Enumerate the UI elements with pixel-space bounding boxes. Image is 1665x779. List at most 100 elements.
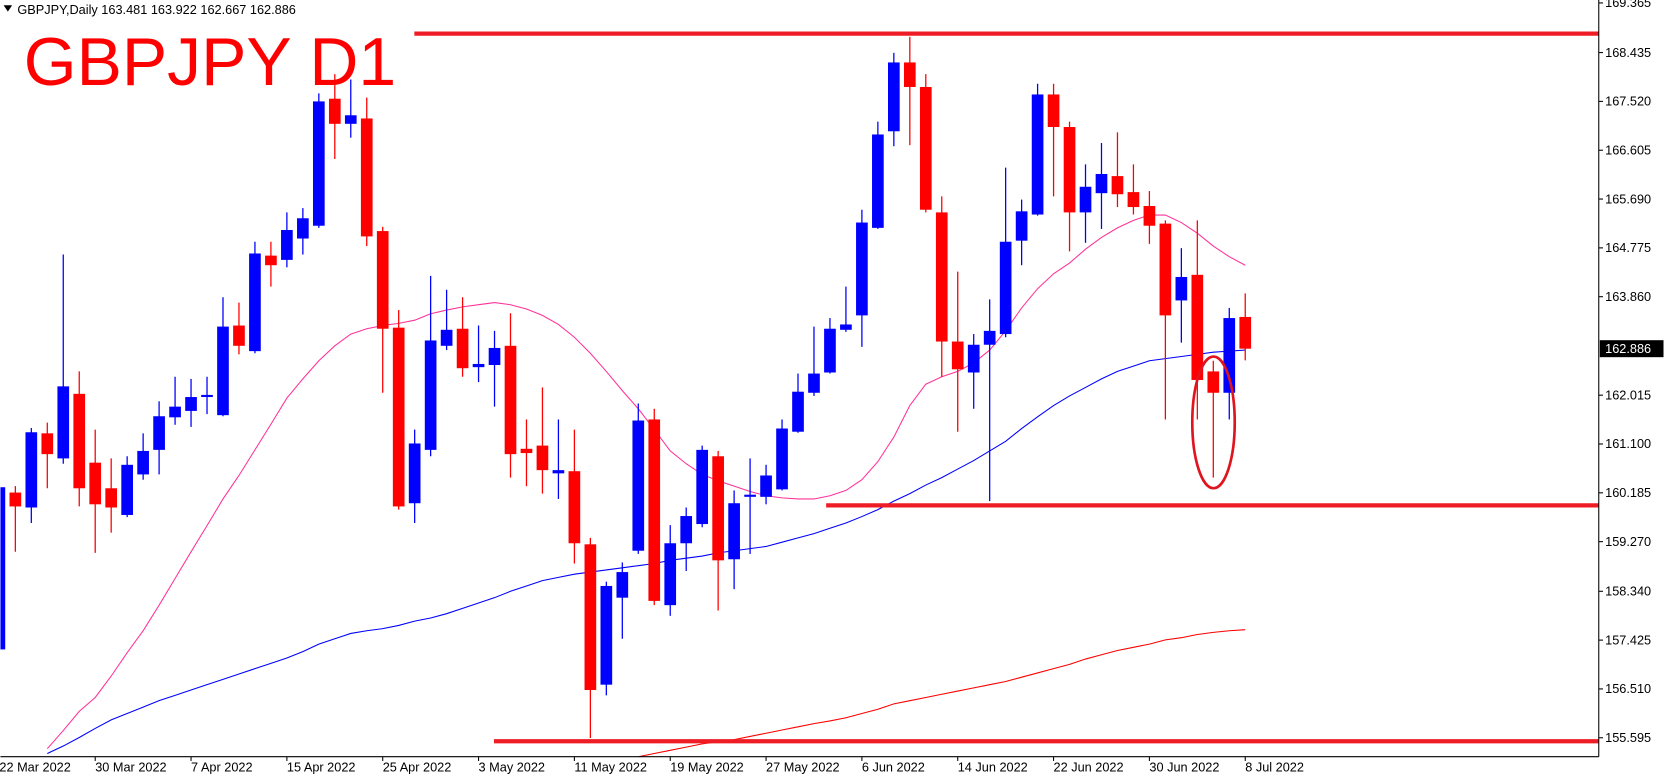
candle-body <box>872 134 884 228</box>
candle-body <box>504 345 517 455</box>
candle-body <box>760 475 772 497</box>
x-tick-label: 30 Jun 2022 <box>1149 760 1219 775</box>
candle-body <box>89 462 102 505</box>
candle-body <box>808 373 820 393</box>
y-tick-label: 167.520 <box>1605 94 1651 109</box>
candle-body <box>25 432 38 508</box>
y-tick-label: 157.425 <box>1605 632 1651 647</box>
candle-body <box>153 416 165 450</box>
candle-body <box>680 516 693 544</box>
candle-body <box>185 397 197 411</box>
x-tick-label: 11 May 2022 <box>574 760 647 775</box>
candle-body <box>392 327 405 507</box>
candle-body <box>1015 211 1028 241</box>
header-open: 163.481 <box>101 2 147 17</box>
candle-body <box>488 347 501 366</box>
candle-body <box>456 328 469 369</box>
x-tick-label: 8 Jul 2022 <box>1245 760 1304 775</box>
candle-body <box>664 543 677 606</box>
candle-body <box>1191 274 1204 380</box>
x-tick-label: 14 Jun 2022 <box>958 760 1028 775</box>
candle-body <box>600 585 613 685</box>
y-tick-label: 164.775 <box>1605 240 1651 255</box>
candle-body <box>376 231 389 329</box>
x-tick-label: 22 Mar 2022 <box>0 760 71 775</box>
moving-average-line <box>638 629 1246 757</box>
moving-average-line <box>47 349 1246 754</box>
candle-body <box>728 503 740 560</box>
candle-body <box>312 101 325 226</box>
candle-body <box>217 326 229 416</box>
candle-body <box>983 330 996 345</box>
candle-body <box>360 118 373 237</box>
candle-body <box>967 344 980 373</box>
candle-body <box>999 241 1012 335</box>
y-tick-label: 155.595 <box>1605 730 1651 745</box>
candle-body <box>9 492 22 507</box>
candle-body <box>648 419 661 601</box>
candle-body <box>73 393 86 489</box>
candle-body <box>1239 316 1252 349</box>
collapse-triangle[interactable] <box>3 5 13 12</box>
x-tick-label: 19 May 2022 <box>670 760 744 775</box>
symbol-header: GBPJPY,Daily 163.481 163.922 162.667 162… <box>17 2 295 17</box>
symbol-label: GBPJPY,Daily <box>17 2 98 17</box>
candle-body <box>888 62 900 132</box>
candle-body <box>0 487 6 650</box>
candle-body <box>824 328 836 373</box>
y-tick-label: 165.690 <box>1605 191 1651 206</box>
candle-body <box>536 445 549 471</box>
candle-body <box>41 433 54 455</box>
candle-body <box>935 212 948 342</box>
candle-body <box>1223 318 1236 393</box>
x-tick-label: 7 Apr 2022 <box>191 760 253 775</box>
candle-body <box>1095 173 1108 194</box>
candle-body <box>265 255 277 266</box>
chart-annotation: GBPJPY D1 <box>24 25 396 100</box>
candle-body <box>792 391 804 432</box>
highlight-ellipse <box>1190 355 1237 490</box>
candle-body <box>408 443 421 504</box>
x-tick-label: 3 May 2022 <box>479 760 545 775</box>
candle-body <box>856 222 868 316</box>
candle-body <box>201 394 213 398</box>
candle-body <box>520 448 533 454</box>
candle-body <box>632 420 645 551</box>
candle-body <box>281 230 293 260</box>
y-tick-label: 166.605 <box>1605 142 1651 157</box>
x-tick-label: 22 Jun 2022 <box>1054 760 1124 775</box>
candle-body <box>1079 186 1092 213</box>
candle-body <box>233 325 245 346</box>
candle-body <box>840 324 852 330</box>
y-tick-label: 161.100 <box>1605 436 1651 451</box>
moving-average-line <box>46 214 1246 750</box>
header-low: 162.667 <box>200 2 246 17</box>
candle-body <box>137 450 149 475</box>
candle-body <box>1127 192 1140 208</box>
candle-body <box>1159 223 1172 316</box>
candle-body <box>105 488 118 508</box>
candle-body <box>1111 176 1124 195</box>
candle-body <box>249 253 261 352</box>
x-tick-label: 30 Mar 2022 <box>95 760 166 775</box>
current-price-label: 162.886 <box>1605 341 1651 356</box>
candle-body <box>1207 371 1220 393</box>
candle-body <box>57 386 70 459</box>
y-tick-label: 168.435 <box>1605 45 1651 60</box>
candle-body <box>121 464 133 515</box>
candle-body <box>552 470 565 474</box>
candle-body <box>776 428 788 490</box>
candle-body <box>1143 205 1156 226</box>
candle-body <box>568 471 581 544</box>
y-tick-label: 162.015 <box>1605 387 1651 402</box>
x-tick-label: 27 May 2022 <box>766 760 840 775</box>
candle-body <box>696 449 709 525</box>
candle-body <box>616 572 629 598</box>
x-tick-label: 6 Jun 2022 <box>862 760 925 775</box>
candle-body <box>472 363 485 368</box>
candle-body <box>344 115 357 124</box>
current-price-box <box>1599 340 1664 358</box>
candle-body <box>424 340 437 450</box>
